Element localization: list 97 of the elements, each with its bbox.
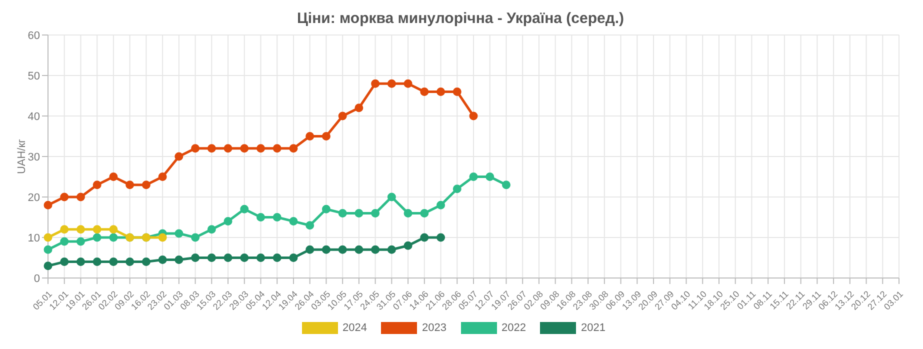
point [109, 258, 118, 266]
point [44, 200, 52, 210]
point [60, 237, 69, 246]
point [436, 87, 446, 96]
point [207, 225, 216, 234]
point [469, 112, 478, 120]
point [338, 112, 347, 120]
legend-label: 2022 [500, 322, 526, 334]
point [272, 254, 282, 262]
point [92, 225, 102, 234]
point [191, 233, 200, 242]
point [436, 200, 446, 210]
point [191, 144, 200, 153]
point [76, 258, 85, 266]
point [420, 87, 429, 96]
point [306, 245, 314, 254]
point [420, 208, 429, 218]
legend-label: 2023 [421, 322, 446, 334]
point [109, 172, 118, 181]
point [191, 254, 200, 262]
point [174, 229, 184, 238]
point [224, 254, 232, 262]
point [289, 217, 298, 226]
y-tick-label: 50 [28, 70, 40, 82]
point [289, 254, 298, 262]
y-axis-title: UAH/кг [16, 138, 28, 174]
point [404, 241, 412, 250]
point [174, 152, 184, 161]
point [256, 213, 265, 222]
point [207, 144, 216, 153]
point [76, 225, 85, 234]
point [306, 221, 314, 230]
point [387, 245, 396, 254]
legend-label: 2024 [342, 322, 368, 334]
point [452, 87, 462, 96]
point [224, 144, 232, 153]
point [60, 192, 69, 202]
point [224, 217, 232, 226]
point [420, 233, 429, 242]
point [158, 233, 167, 242]
point [354, 104, 364, 112]
point [371, 245, 380, 254]
point [371, 79, 380, 88]
point [452, 184, 462, 194]
chart-title: Ціни: морква минулорічна - Україна (серед.) [296, 10, 626, 27]
point [92, 258, 102, 266]
point [387, 79, 396, 88]
point [126, 258, 134, 266]
point [240, 204, 249, 214]
point [306, 132, 314, 140]
point [109, 225, 118, 234]
point [272, 213, 282, 222]
point [404, 208, 412, 218]
y-tick-label: 20 [28, 192, 40, 204]
point [158, 172, 167, 181]
y-tick-label: 30 [28, 151, 40, 164]
point [76, 237, 85, 246]
point [240, 144, 249, 153]
point [44, 245, 52, 254]
y-tick-label: 60 [28, 30, 40, 42]
point [207, 254, 216, 262]
point [354, 245, 364, 254]
point [404, 79, 412, 88]
point [272, 144, 282, 153]
point [76, 192, 85, 202]
y-tick-label: 10 [28, 232, 40, 244]
point [109, 233, 118, 242]
point [126, 180, 134, 190]
point [371, 208, 380, 218]
point [174, 256, 184, 264]
point [322, 245, 330, 254]
point [142, 180, 150, 190]
point [322, 204, 330, 214]
point [44, 233, 52, 242]
point [486, 172, 494, 181]
point [502, 180, 510, 190]
point [338, 245, 347, 254]
point [469, 172, 478, 181]
y-tick-label: 40 [28, 110, 40, 123]
point [289, 144, 298, 153]
point [354, 208, 364, 218]
point [92, 233, 102, 242]
point [240, 254, 249, 262]
point [436, 233, 446, 242]
point [142, 258, 150, 266]
point [44, 262, 52, 270]
point [256, 144, 265, 153]
y-tick-label: 0 [34, 272, 40, 285]
point [256, 254, 265, 262]
point [322, 132, 330, 140]
point [158, 256, 167, 264]
point [60, 258, 69, 266]
point [338, 208, 347, 218]
point [92, 180, 102, 190]
point [60, 225, 69, 234]
legend-label: 2021 [580, 322, 606, 334]
point [387, 192, 396, 202]
